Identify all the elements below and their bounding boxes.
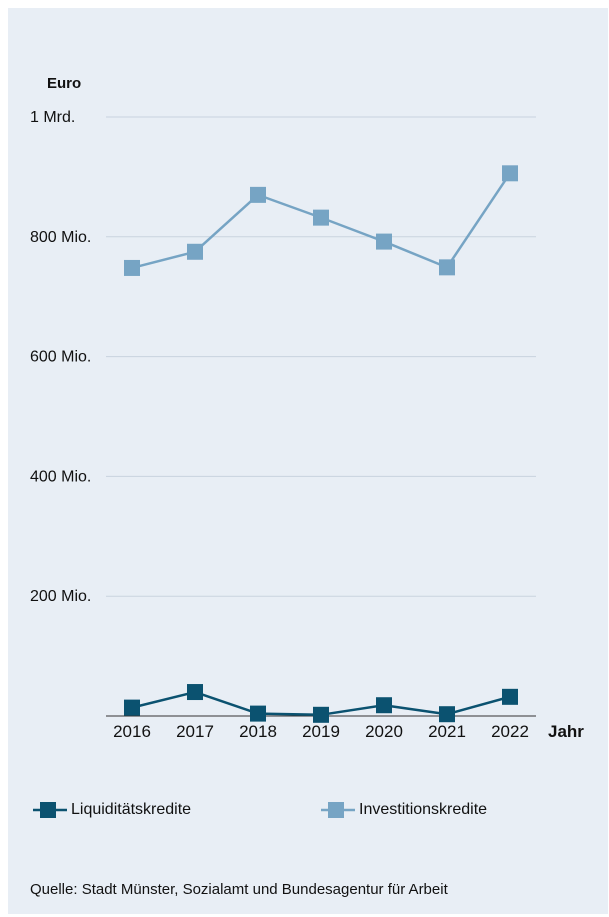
data-point-0-2016 xyxy=(124,699,140,716)
data-point-1-2019 xyxy=(313,209,329,226)
data-point-1-2016 xyxy=(124,259,140,276)
chart-panel xyxy=(8,8,608,914)
data-point-1-2018 xyxy=(250,186,266,203)
data-point-0-2022 xyxy=(502,688,518,705)
data-point-0-2021 xyxy=(439,706,455,723)
data-point-0-2020 xyxy=(376,697,392,714)
data-point-1-2021 xyxy=(439,259,455,276)
x-tick-label-2022: 2022 xyxy=(491,722,529,741)
data-point-1-2020 xyxy=(376,233,392,250)
legend-item-investitionskredite: Investitionskredite xyxy=(321,800,487,820)
source-note: Quelle: Stadt Münster, Sozialamt und Bun… xyxy=(30,881,448,898)
legend-marker-investitionskredite xyxy=(321,802,355,818)
y-tick-label-2: 600 Mio. xyxy=(30,349,91,366)
legend-item-liquiditaetskredite: Liquiditätskredite xyxy=(33,800,191,820)
y-tick-label-0: 200 Mio. xyxy=(30,588,91,605)
data-point-1-2017 xyxy=(187,243,203,260)
y-tick-label-3: 800 Mio. xyxy=(30,229,91,246)
y-axis-label: Euro xyxy=(47,75,81,92)
legend-label-investitionskredite: Investitionskredite xyxy=(359,801,488,818)
data-point-0-2018 xyxy=(250,705,266,722)
x-tick-label-2016: 2016 xyxy=(113,722,151,741)
y-tick-label-1: 400 Mio. xyxy=(30,468,91,485)
legend-label-liquiditaetskredite: Liquiditätskredite xyxy=(71,801,192,818)
x-tick-label-2019: 2019 xyxy=(302,722,340,741)
x-tick-label-2021: 2021 xyxy=(428,722,466,741)
x-tick-label-2020: 2020 xyxy=(365,722,403,741)
x-tick-label-2017: 2017 xyxy=(176,722,214,741)
data-point-1-2022 xyxy=(502,165,518,182)
x-tick-label-2018: 2018 xyxy=(239,722,277,741)
y-tick-label-4: 1 Mrd. xyxy=(30,109,75,126)
data-point-0-2017 xyxy=(187,684,203,701)
legend-marker-liquiditaetskredite xyxy=(33,802,67,818)
x-axis-label: Jahr xyxy=(548,722,584,741)
data-point-0-2019 xyxy=(313,706,329,723)
